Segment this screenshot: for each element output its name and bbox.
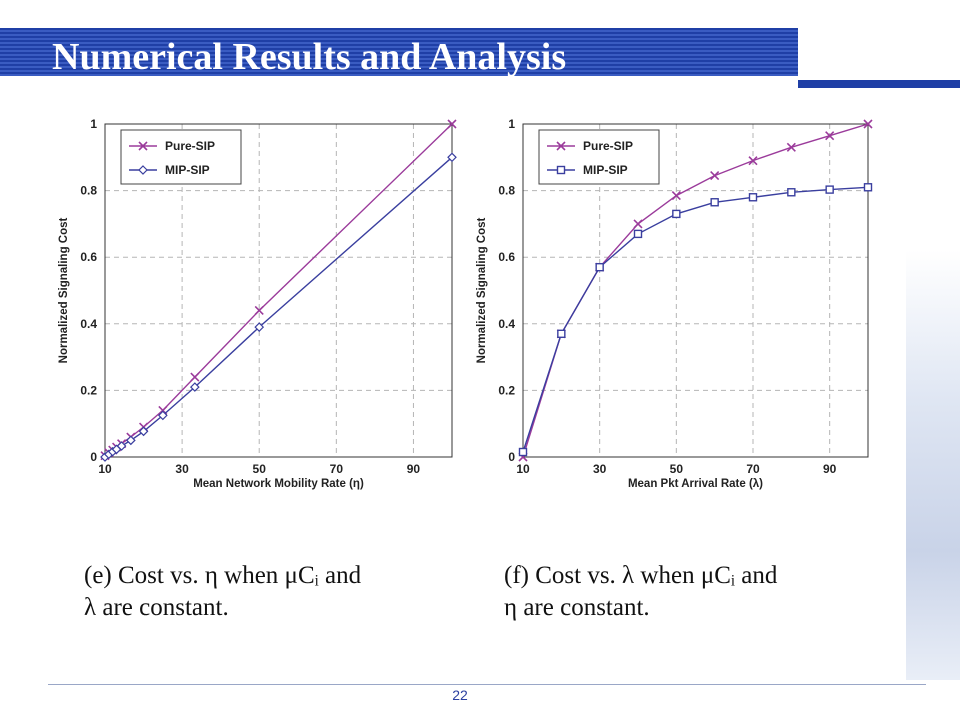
legend-label: MIP-SIP — [165, 163, 210, 177]
y-tick-label: 0 — [508, 450, 515, 464]
legend-box — [120, 129, 242, 185]
x-tick-label: 30 — [175, 462, 189, 476]
footer-rule — [48, 684, 926, 685]
background-gradient — [905, 250, 960, 680]
data-point-mip-sip — [633, 229, 643, 239]
data-point-mip-sip — [189, 382, 200, 392]
data-point-mip-sip — [748, 193, 758, 202]
figure-panel: 10 30 50 70 90 0 0.2 0.4 0.6 0.8 1 Mean Network Mob… — [48, 104, 906, 680]
data-point-mip-sip — [710, 198, 719, 207]
x-tick-label: 90 — [823, 462, 837, 476]
data-point-mip-sip — [254, 322, 265, 332]
data-point-mip-sip — [125, 435, 136, 446]
data-point-mip-sip — [672, 209, 681, 219]
y-tick-label: 0.2 — [498, 383, 515, 397]
y-tick-label: 1 — [90, 117, 97, 131]
data-point-pure-sip — [633, 219, 643, 229]
title-rule — [798, 80, 960, 88]
series-line-mip-sip — [104, 156, 453, 458]
data-point-mip-sip — [138, 426, 149, 437]
legend-label: Pure-SIP — [583, 139, 633, 153]
y-tick-label: 0.6 — [498, 250, 515, 264]
data-point-pure-sip — [254, 305, 264, 316]
data-point-mip-sip — [518, 447, 528, 457]
y-tick-label: 1 — [508, 117, 515, 131]
plot-frame — [522, 123, 869, 458]
data-point-mip-sip — [116, 441, 127, 451]
data-point-pure-sip — [748, 156, 758, 166]
x-tick-label: 10 — [98, 462, 112, 476]
data-point-pure-sip — [671, 191, 681, 201]
series-line-mip-sip — [522, 186, 869, 453]
data-point-mip-sip — [557, 329, 566, 338]
y-tick-label: 0.4 — [80, 317, 97, 331]
legend-marker-pure-sip — [138, 141, 148, 151]
data-point-pure-sip — [863, 119, 873, 129]
data-point-pure-sip — [447, 119, 457, 129]
data-point-mip-sip — [825, 185, 834, 194]
legend-box — [538, 129, 660, 185]
x-tick-label: 10 — [516, 462, 530, 476]
slide-title: Numerical Results and Analysis — [52, 36, 567, 78]
data-point-mip-sip — [157, 410, 168, 421]
data-point-pure-sip — [786, 142, 796, 152]
y-tick-label: 0.8 — [80, 184, 97, 198]
x-axis-label: Mean Network Mobility Rate (η) — [193, 478, 364, 490]
x-tick-label: 70 — [330, 462, 344, 476]
x-tick-label: 50 — [253, 462, 267, 476]
y-axis-label: Normalized Signaling Cost — [58, 217, 70, 363]
y-tick-label: 0.4 — [498, 317, 515, 331]
x-tick-label: 50 — [670, 462, 684, 476]
y-tick-label: 0 — [90, 450, 97, 464]
legend-marker-mip-sip — [556, 165, 566, 175]
y-tick-label: 0.6 — [80, 250, 97, 264]
x-tick-label: 90 — [407, 462, 421, 476]
x-tick-label: 30 — [593, 462, 607, 476]
legend-marker-mip-sip — [138, 165, 148, 175]
data-point-mip-sip — [447, 152, 457, 163]
x-tick-label: 70 — [746, 462, 760, 476]
legend-marker-pure-sip — [556, 141, 566, 151]
caption-f: (f) Cost vs. λ when μCᵢ and η are consta… — [504, 562, 778, 621]
x-axis-label: Mean Pkt Arrival Rate (λ) — [628, 478, 763, 490]
data-point-mip-sip — [787, 188, 796, 197]
data-point-mip-sip — [595, 262, 604, 272]
data-point-pure-sip — [190, 372, 200, 382]
y-tick-label: 0.8 — [498, 184, 515, 198]
chart-f: 10 30 50 70 90 0 0.2 0.4 0.6 0.8 1 Mean Pkt Arrival… — [476, 117, 873, 490]
y-axis-label: Normalized Signaling Cost — [476, 217, 488, 363]
data-point-pure-sip — [825, 131, 835, 141]
legend-label: MIP-SIP — [583, 163, 628, 177]
plot-frame — [104, 123, 453, 458]
chart-e: 10 30 50 70 90 0 0.2 0.4 0.6 0.8 1 Mean Network Mob… — [58, 117, 457, 490]
page-number: 22 — [452, 687, 468, 703]
caption-e: (e) Cost vs. η when μCᵢ and λ are consta… — [84, 562, 362, 621]
y-tick-label: 0.2 — [80, 383, 97, 397]
legend-label: Pure-SIP — [165, 139, 215, 153]
title-band — [0, 28, 798, 76]
data-point-mip-sip — [863, 183, 873, 192]
data-point-pure-sip — [710, 171, 720, 181]
